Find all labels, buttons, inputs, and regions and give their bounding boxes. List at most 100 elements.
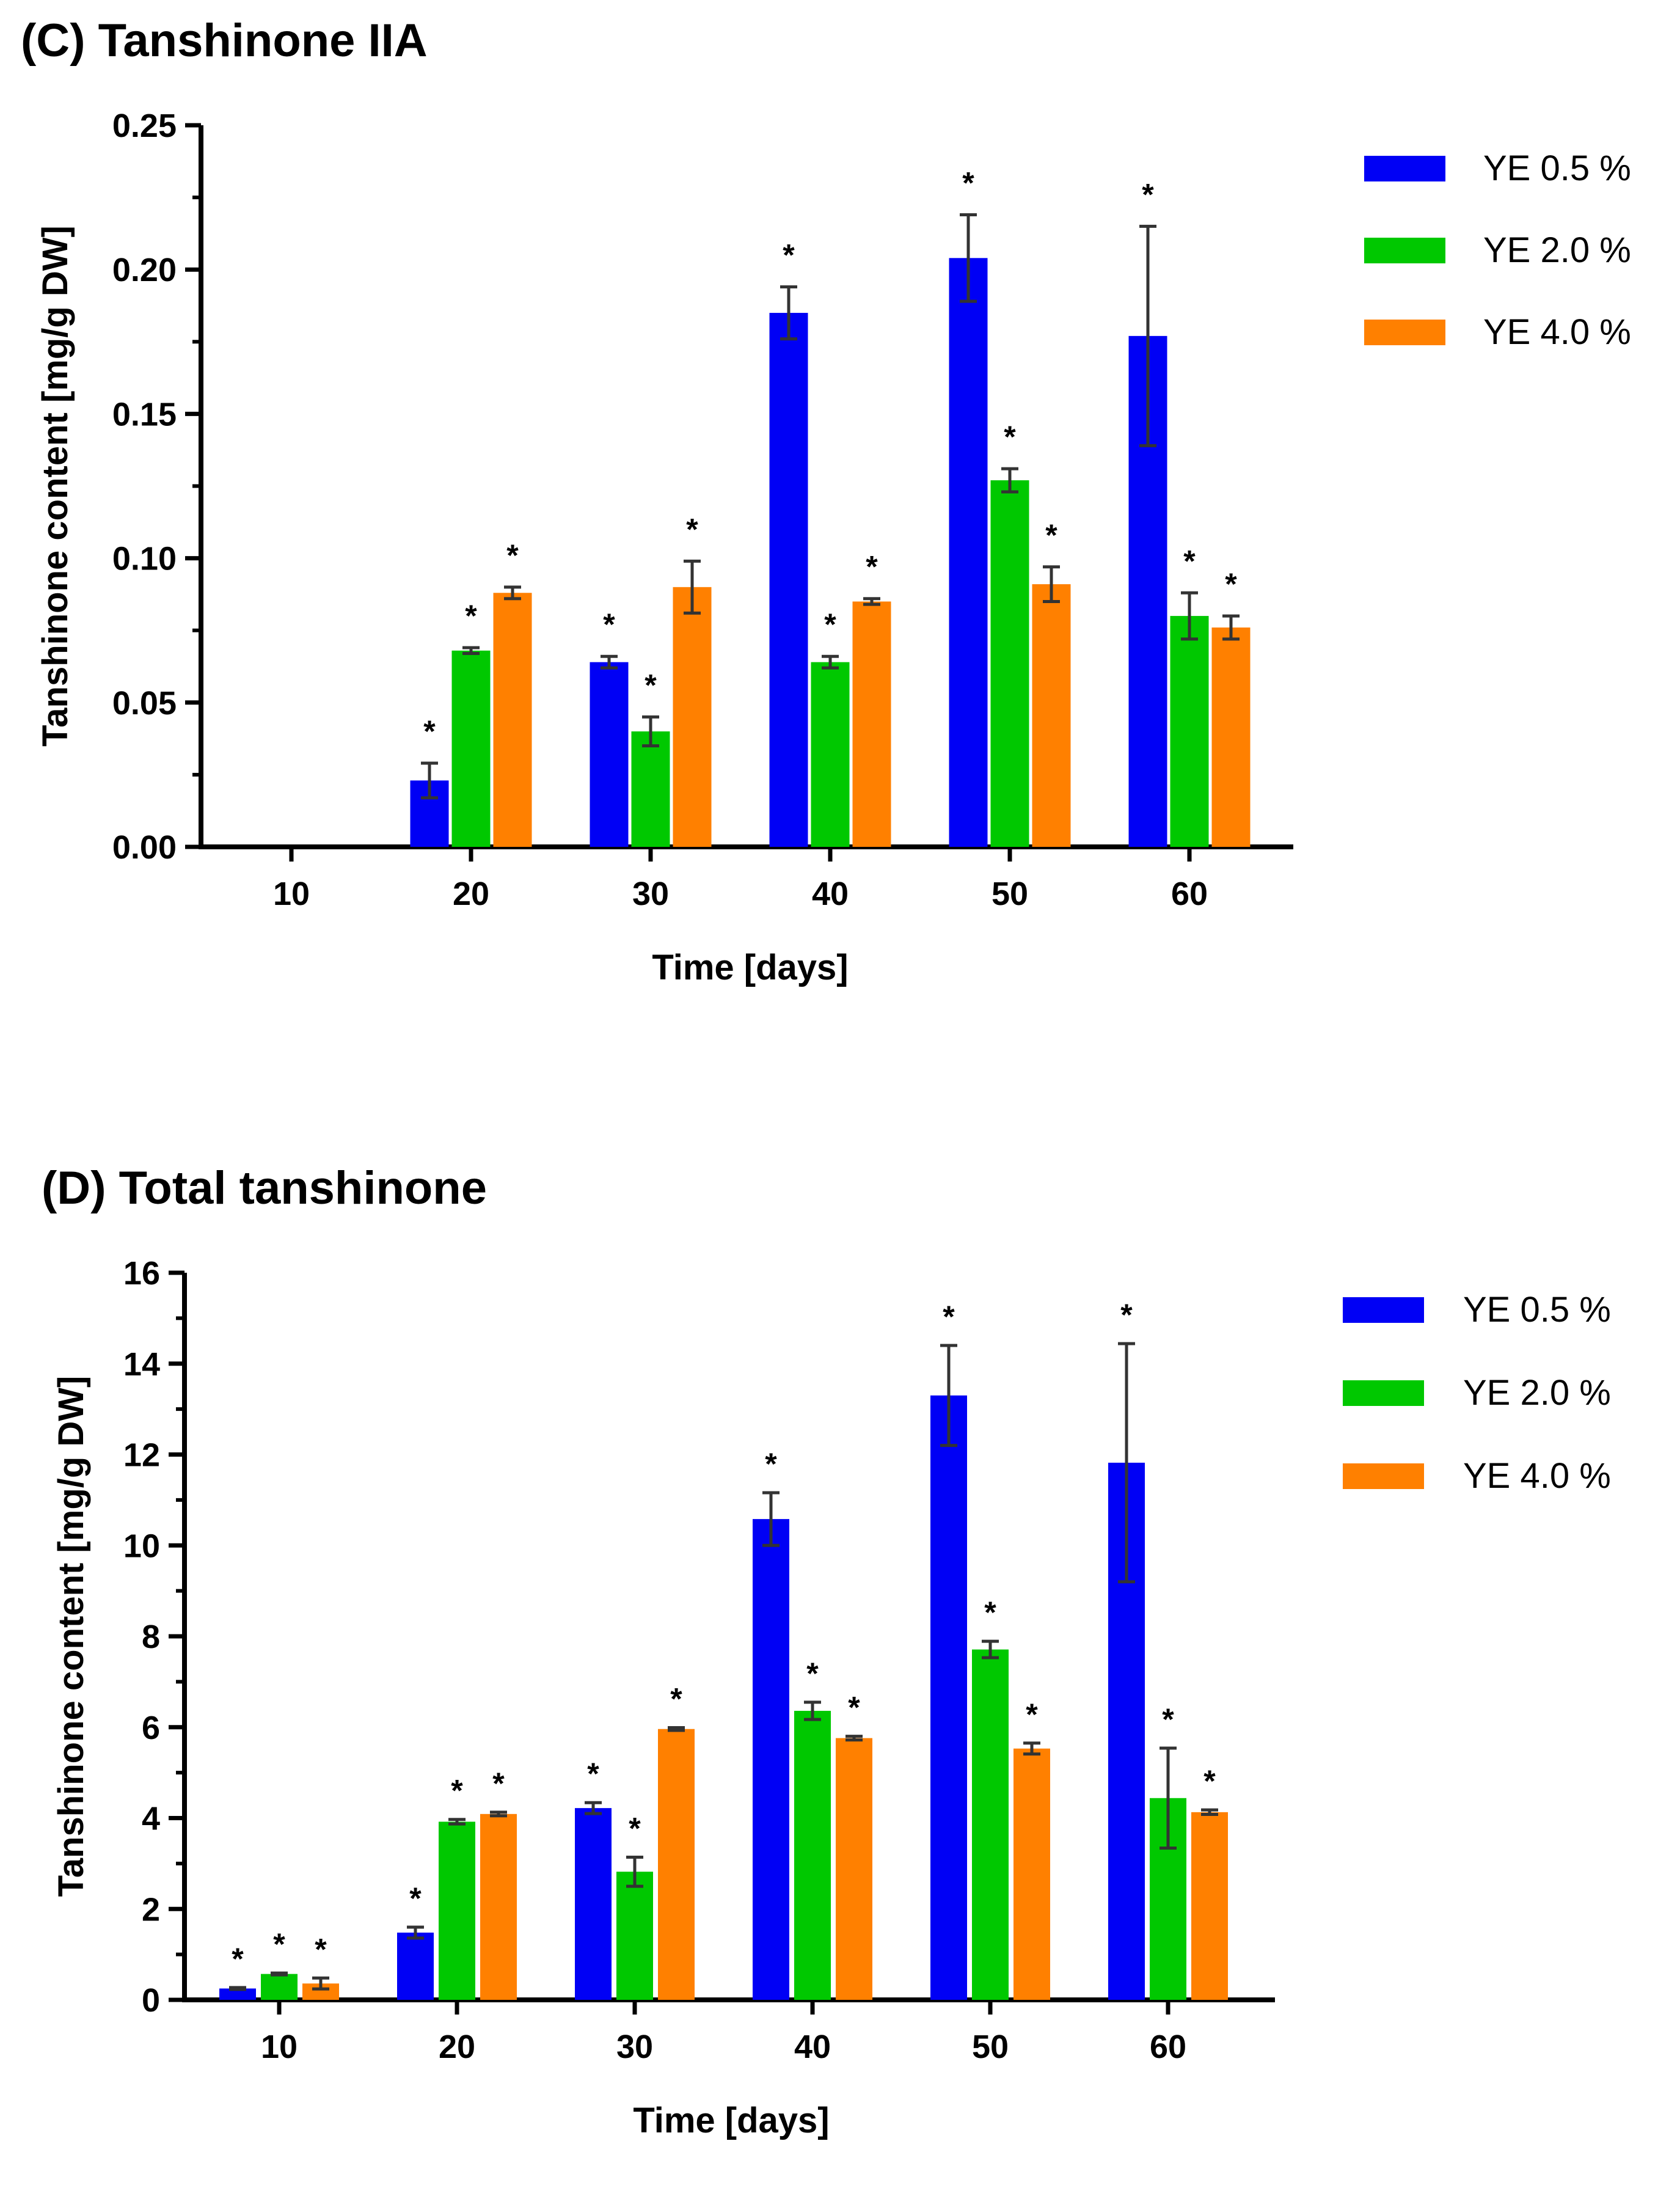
significance-marker: * bbox=[943, 1300, 955, 1334]
bar bbox=[451, 650, 491, 847]
x-tick-label: 40 bbox=[794, 2029, 831, 2065]
legend-swatch bbox=[1364, 156, 1445, 181]
significance-marker: * bbox=[962, 166, 974, 200]
x-tick-label: 40 bbox=[812, 876, 849, 912]
y-tick-label: 8 bbox=[142, 1619, 160, 1655]
bar bbox=[673, 587, 712, 847]
significance-marker: * bbox=[506, 538, 519, 573]
bar bbox=[261, 1974, 298, 2000]
bar bbox=[1170, 616, 1209, 847]
y-tick-label: 0 bbox=[142, 1982, 160, 2019]
y-tick-label: 0.10 bbox=[112, 541, 177, 577]
significance-marker: * bbox=[492, 1766, 505, 1801]
bar bbox=[590, 662, 629, 847]
legend-label: YE 4.0 % bbox=[1483, 312, 1631, 352]
chart-title: (D) Total tanshinone bbox=[42, 1162, 487, 1214]
legend-label: YE 0.5 % bbox=[1463, 1290, 1611, 1330]
significance-marker: * bbox=[465, 599, 477, 633]
x-axis-title: Time [days] bbox=[633, 2101, 829, 2140]
y-tick-label: 0.20 bbox=[112, 252, 177, 288]
bar bbox=[397, 1932, 434, 2000]
legend-label: YE 2.0 % bbox=[1483, 230, 1631, 270]
bar bbox=[753, 1519, 789, 2000]
significance-marker: * bbox=[866, 550, 878, 584]
x-tick-label: 50 bbox=[972, 2029, 1009, 2065]
y-tick-label: 16 bbox=[123, 1255, 160, 1292]
significance-marker: * bbox=[686, 512, 698, 546]
bar bbox=[836, 1738, 872, 2000]
significance-marker: * bbox=[1225, 567, 1237, 601]
legend-label: YE 4.0 % bbox=[1463, 1456, 1611, 1496]
bar bbox=[794, 1710, 831, 2000]
significance-marker: * bbox=[806, 1656, 819, 1691]
bar bbox=[631, 731, 670, 847]
legend-label: YE 2.0 % bbox=[1463, 1373, 1611, 1413]
x-tick-label: 10 bbox=[261, 2029, 298, 2065]
bar bbox=[1013, 1748, 1050, 2000]
y-axis-title: Tanshinone content [mg/g DW] bbox=[35, 225, 75, 747]
legend-label: YE 0.5 % bbox=[1483, 148, 1631, 188]
chart-tanshinone-iia: (C) Tanshinone IIA 0.00 0.05 0.10 0.15 0.20 0.… bbox=[21, 15, 1631, 987]
significance-marker: * bbox=[1045, 518, 1057, 552]
legend-swatch bbox=[1364, 238, 1445, 263]
significance-marker: * bbox=[603, 607, 615, 642]
bar bbox=[480, 1814, 517, 2000]
legend-swatch bbox=[1343, 1297, 1424, 1323]
legend-swatch bbox=[1343, 1463, 1424, 1489]
bar bbox=[658, 1729, 695, 2000]
significance-marker: * bbox=[783, 238, 795, 273]
bar bbox=[930, 1395, 967, 2000]
panel-d: (D) Total tanshinone 0 2 4 6 8 10 12 14 16 Tanshin… bbox=[0, 1161, 1680, 2185]
y-tick-label: 12 bbox=[123, 1437, 160, 1474]
y-tick-label: 10 bbox=[123, 1528, 160, 1564]
legend-swatch bbox=[1364, 320, 1445, 345]
x-tick-label: 20 bbox=[453, 876, 489, 912]
x-tick-label: 20 bbox=[439, 2029, 475, 2065]
bar bbox=[1191, 1812, 1228, 2000]
bar bbox=[1032, 584, 1071, 847]
significance-marker: * bbox=[629, 1811, 641, 1845]
significance-marker: * bbox=[765, 1447, 777, 1481]
significance-marker: * bbox=[1142, 177, 1154, 211]
x-tick-label: 30 bbox=[632, 876, 669, 912]
panel-c: (C) Tanshinone IIA 0.00 0.05 0.10 0.15 0.20 0.… bbox=[0, 0, 1680, 1039]
chart-title: (C) Tanshinone IIA bbox=[21, 15, 428, 67]
y-tick-label: 0.25 bbox=[112, 108, 177, 144]
significance-marker: * bbox=[423, 714, 436, 748]
y-tick-label: 0.00 bbox=[112, 829, 177, 866]
bar bbox=[852, 601, 891, 847]
bar bbox=[769, 313, 808, 847]
significance-marker: * bbox=[1026, 1697, 1038, 1732]
bar bbox=[1211, 627, 1251, 847]
significance-marker: * bbox=[1162, 1702, 1174, 1737]
significance-marker: * bbox=[273, 1927, 285, 1961]
significance-marker: * bbox=[451, 1774, 463, 1808]
legend-swatch bbox=[1343, 1380, 1424, 1406]
significance-marker: * bbox=[824, 607, 836, 642]
significance-marker: * bbox=[587, 1757, 599, 1791]
x-tick-label: 50 bbox=[992, 876, 1028, 912]
significance-marker: * bbox=[984, 1595, 996, 1630]
bar bbox=[493, 593, 532, 847]
significance-marker: * bbox=[315, 1932, 327, 1966]
bar bbox=[972, 1649, 1009, 2000]
x-tick-label: 10 bbox=[273, 876, 310, 912]
bar bbox=[616, 1872, 653, 2000]
bar bbox=[439, 1821, 475, 2000]
significance-marker: * bbox=[645, 668, 657, 702]
chart-total-tanshinone: (D) Total tanshinone 0 2 4 6 8 10 12 14 16 Tanshin… bbox=[42, 1162, 1611, 2140]
significance-marker: * bbox=[670, 1682, 682, 1716]
bar bbox=[575, 1808, 612, 2000]
y-axis-title: Tanshinone content [mg/g DW] bbox=[51, 1376, 91, 1897]
bar bbox=[811, 662, 850, 847]
y-tick-label: 0.15 bbox=[112, 396, 177, 433]
significance-marker: * bbox=[232, 1942, 244, 1976]
y-tick-label: 6 bbox=[142, 1710, 160, 1746]
significance-marker: * bbox=[1120, 1298, 1133, 1332]
significance-marker: * bbox=[848, 1691, 860, 1725]
significance-marker: * bbox=[409, 1881, 422, 1916]
y-tick-label: 14 bbox=[123, 1346, 160, 1383]
y-tick-label: 2 bbox=[142, 1891, 160, 1928]
bar bbox=[949, 258, 988, 847]
y-tick-label: 0.05 bbox=[112, 685, 177, 722]
